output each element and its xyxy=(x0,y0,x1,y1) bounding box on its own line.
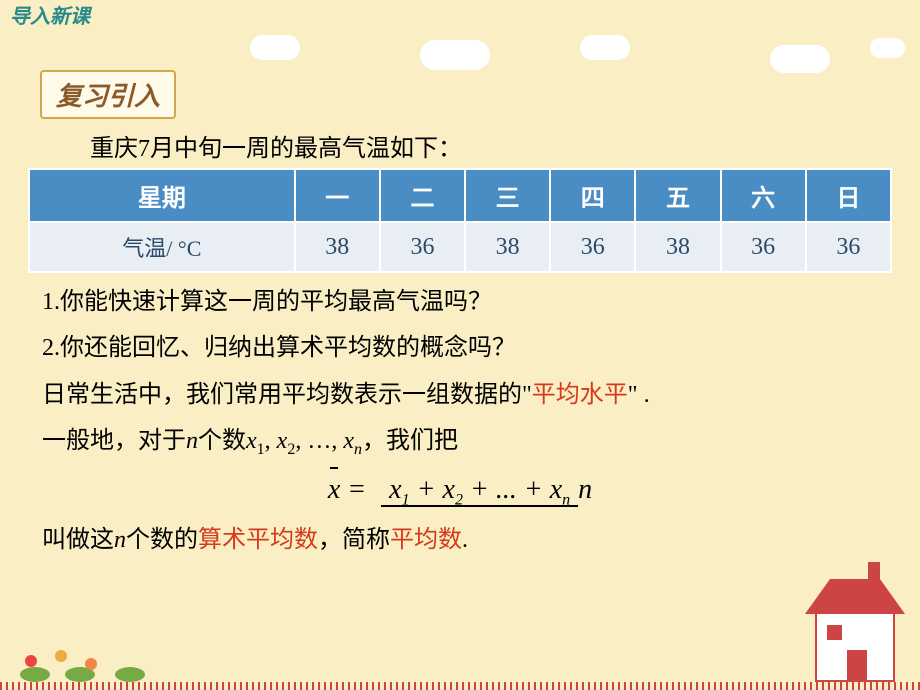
cloud-decoration xyxy=(420,40,490,70)
question-2: 2.你还能回忆、归纳出算术平均数的概念吗？ xyxy=(42,326,878,370)
section-header: 导入新课 xyxy=(10,0,90,29)
table-header: 星期 xyxy=(29,169,295,222)
table-row-label: 气温/ °C xyxy=(29,222,295,272)
fence-decoration xyxy=(0,682,920,690)
table-cell: 36 xyxy=(806,222,891,272)
table-cell: 36 xyxy=(721,222,806,272)
table-header: 三 xyxy=(465,169,550,222)
table-header: 二 xyxy=(380,169,465,222)
cloud-decoration xyxy=(250,35,300,60)
cloud-decoration xyxy=(580,35,630,60)
flower-decoration xyxy=(15,642,215,682)
paragraph-3: 叫做这n个数的算术平均数，简称平均数. xyxy=(42,518,878,562)
table-header: 一 xyxy=(295,169,380,222)
review-label: 复习引入 xyxy=(40,70,176,119)
cloud-decoration xyxy=(770,45,830,73)
table-header: 日 xyxy=(806,169,891,222)
mean-formula: x = x1 + x2 + ... + xnn xyxy=(42,473,878,510)
table-cell: 36 xyxy=(550,222,635,272)
table-header: 四 xyxy=(550,169,635,222)
paragraph-1: 日常生活中，我们常用平均数表示一组数据的"平均水平" . xyxy=(42,373,878,417)
question-1: 1.你能快速计算这一周的平均最高气温吗？ xyxy=(42,280,878,324)
table-cell: 38 xyxy=(295,222,380,272)
paragraph-2: 一般地，对于n个数x1, x2, …, xn，我们把 xyxy=(42,419,878,464)
temperature-table: 星期一二三四五六日 气温/ °C38363836383636 xyxy=(28,168,892,273)
table-cell: 38 xyxy=(465,222,550,272)
table-header: 五 xyxy=(635,169,720,222)
table-cell: 36 xyxy=(380,222,465,272)
house-decoration xyxy=(775,532,905,682)
table-header: 六 xyxy=(721,169,806,222)
intro-text: 重庆7月中旬一周的最高气温如下： xyxy=(90,128,462,163)
cloud-decoration xyxy=(870,38,905,58)
table-cell: 38 xyxy=(635,222,720,272)
